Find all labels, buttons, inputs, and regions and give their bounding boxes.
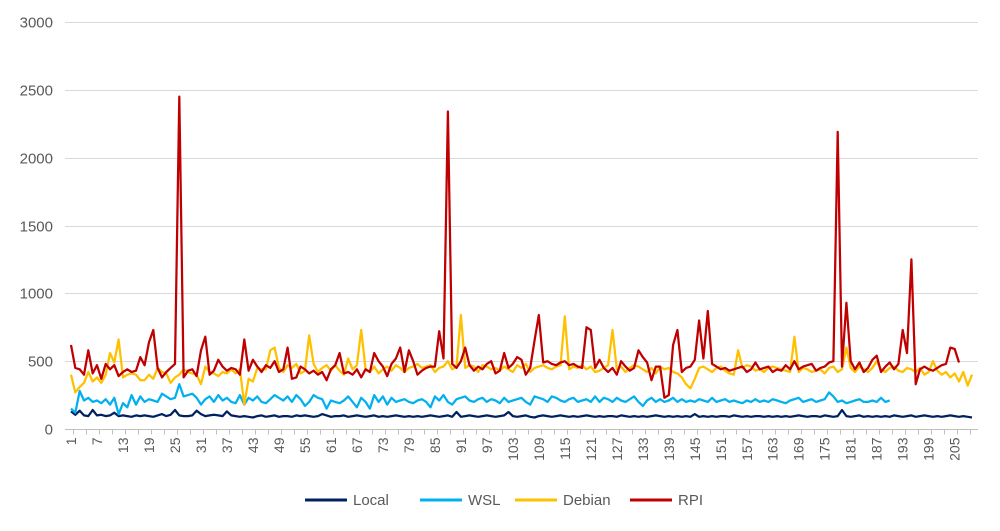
x-tick-label: 55 <box>297 437 313 453</box>
x-tick-label: 97 <box>479 437 495 453</box>
x-tick-label: 43 <box>245 437 261 453</box>
y-tick-label: 2500 <box>20 83 53 100</box>
series-lines <box>69 95 974 419</box>
x-tick-label: 133 <box>635 437 651 461</box>
x-tick-label: 109 <box>531 437 547 461</box>
y-tick-label: 500 <box>28 354 53 371</box>
series-line-rpi <box>69 95 961 399</box>
x-tick-label: 1 <box>63 437 79 445</box>
y-tick-label: 2000 <box>20 151 53 168</box>
x-tick-label: 181 <box>843 437 859 461</box>
x-tick-label: 163 <box>765 437 781 461</box>
x-tick-label: 67 <box>349 437 365 453</box>
x-tick-label: 199 <box>921 437 937 461</box>
x-tick-label: 145 <box>687 437 703 461</box>
x-tick-label: 121 <box>583 437 599 461</box>
x-tick-label: 127 <box>609 437 625 461</box>
legend-label: Debian <box>563 492 611 509</box>
series-line-local <box>70 408 973 419</box>
x-tick-label: 61 <box>323 437 339 453</box>
x-tick-label: 79 <box>401 437 417 453</box>
legend-label: RPI <box>678 492 703 509</box>
x-tick-label: 187 <box>869 437 885 461</box>
x-tick-label: 37 <box>219 437 235 453</box>
x-tick-label: 13 <box>115 437 131 453</box>
x-tick-label: 73 <box>375 437 391 453</box>
y-tick-label: 3000 <box>20 15 53 32</box>
y-tick-label: 0 <box>45 422 53 439</box>
x-tick-label: 19 <box>141 437 157 453</box>
x-tick-label: 193 <box>895 437 911 461</box>
legend-label: WSL <box>468 492 501 509</box>
x-tick-label: 157 <box>739 437 755 461</box>
x-tick-label: 115 <box>557 437 573 460</box>
series-line-debian <box>69 313 974 406</box>
series-line-wsl <box>70 383 891 416</box>
legend: Local WSL Debian RPI <box>305 492 703 509</box>
y-tick-label: 1000 <box>20 286 53 303</box>
x-tick-label: 175 <box>817 437 833 461</box>
gridlines <box>65 22 978 362</box>
x-tick-label: 169 <box>791 437 807 461</box>
x-tick-label: 103 <box>505 437 521 461</box>
x-tick-label: 139 <box>661 437 677 461</box>
x-tick-label: 7 <box>89 437 105 445</box>
x-tick-label: 85 <box>427 437 443 453</box>
x-tick-label: 49 <box>271 437 287 453</box>
x-tick-label: 205 <box>947 437 963 461</box>
x-tick-label: 25 <box>167 437 183 453</box>
x-tick-label: 151 <box>713 437 729 461</box>
y-tick-label: 1500 <box>20 219 53 236</box>
axes: 0 500 1000 1500 2000 2500 3000 1 7 13 19 25 31 37 43 49… <box>20 15 978 461</box>
x-tick-label: 91 <box>453 437 469 453</box>
legend-label: Local <box>353 492 389 509</box>
x-tick-label: 31 <box>193 437 209 453</box>
